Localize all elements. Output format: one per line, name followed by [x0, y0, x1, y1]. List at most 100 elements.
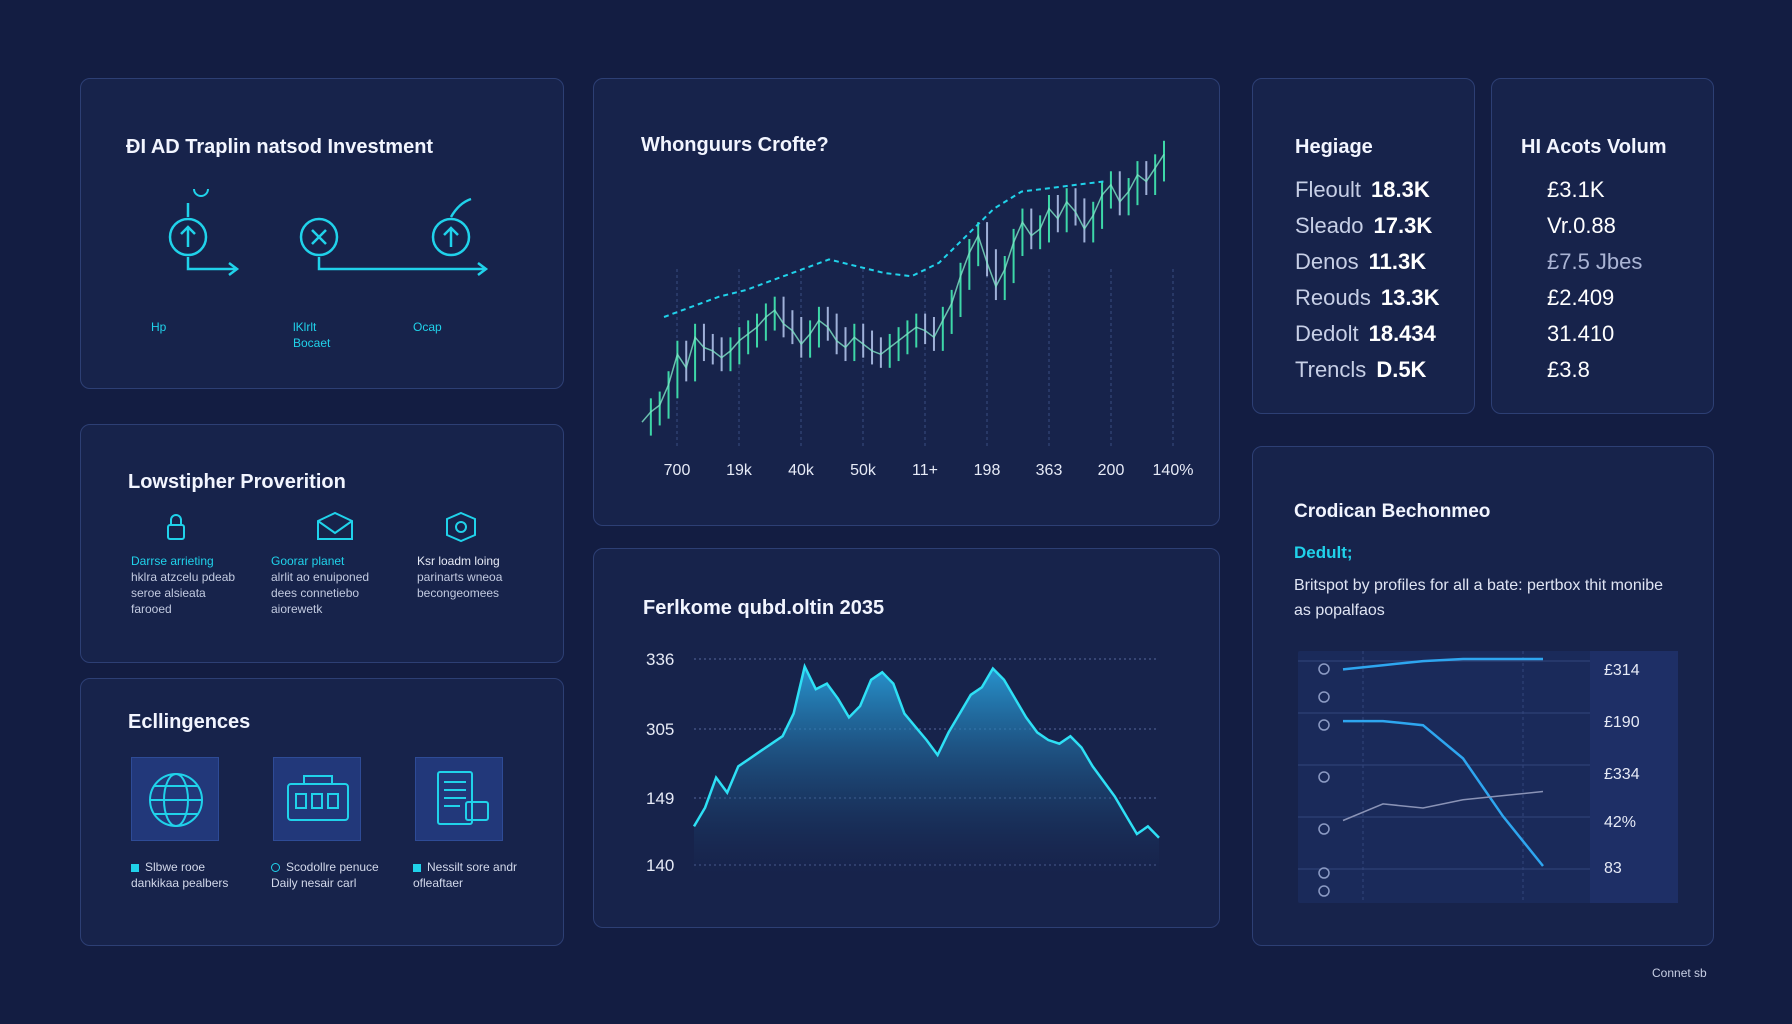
envelope-icon [317, 511, 353, 540]
x-tick-label: 140% [1153, 462, 1194, 479]
arrow-up-circle-icon[interactable] [168, 189, 240, 276]
x-tick-label: 700 [664, 462, 691, 479]
chart-background [1298, 651, 1678, 903]
bullet-icon [131, 863, 139, 872]
investment-flow [168, 189, 489, 276]
document-icon[interactable] [415, 757, 503, 841]
engineering-item-text: Scodollre penuce Daily nesair carl [271, 860, 379, 890]
engineering-panel: Ecllingences Slbwe rooe dankikaa pealber… [80, 678, 564, 946]
provision-item-title: Goorar planet [271, 554, 345, 568]
globe-icon[interactable] [131, 757, 219, 841]
trend-line [663, 180, 1105, 318]
engineering-item-text: Nessilt sore andr ofleaftaer [413, 860, 518, 890]
stat-label: Trencls [1295, 357, 1367, 382]
stat-label: Dedolt [1295, 321, 1359, 346]
area-chart-title: Ferlkome qubd.oltin 2035 [643, 597, 885, 619]
price-chart: 700 19k 40k 50k 11+ 198 363 200 140% [641, 140, 1194, 479]
series-line [1342, 790, 1544, 822]
provision-item-title: Ksr loadm loing [417, 554, 500, 568]
lock-icon [167, 514, 185, 540]
stat-value: 18.434 [1368, 321, 1436, 346]
heritage-panel: Hegiage Fleoult 18.3K Sleado 17.3K Denos 11.3… [1252, 78, 1475, 414]
volume-value: £3.8 [1547, 357, 1590, 382]
provision-title: Lowstipher Proverition [128, 471, 346, 493]
heritage-row: Sleado 17.3K [1295, 213, 1432, 239]
investment-step-label-2: lKlrlt Bocaet [293, 320, 331, 350]
y-tick-label: 42% [1604, 814, 1636, 831]
x-tick-label: 363 [1036, 462, 1063, 479]
chart-icon [1318, 663, 1330, 675]
area-chart: 336 305 149 140 [646, 650, 1160, 875]
y-tick-label: 336 [646, 650, 674, 669]
footer-label[interactable]: Connet sb [1652, 966, 1707, 980]
machine-icon[interactable] [273, 757, 361, 841]
volume-title: HI Acots Volum [1521, 136, 1667, 158]
card-icon [1318, 823, 1330, 835]
price-chart-panel: Whonguurs Crofte? 700 19k 40k 50k 11+ 198 363 2… [593, 78, 1220, 526]
volume-value: Vr.0.88 [1547, 213, 1616, 238]
y-tick-label: 305 [646, 720, 674, 739]
performance-subtitle: Dedult; [1294, 543, 1353, 562]
y-tick-label: £314 [1604, 662, 1640, 679]
stat-value: 17.3K [1373, 213, 1433, 238]
provision-item-desc: alrlit ao enuiponed dees connetiebo aior… [271, 570, 370, 616]
engineering-item-1: Slbwe rooe dankikaa pealbers [131, 859, 241, 891]
heritage-row: Trencls D.5K [1295, 357, 1426, 383]
x-tick-label: 200 [1098, 462, 1125, 479]
investment-step-label-1: Hp [151, 320, 167, 334]
bullet-icon [271, 863, 280, 873]
y-tick-label: £334 [1604, 766, 1640, 783]
stat-value: 11.3K [1368, 249, 1427, 274]
gear-icon [446, 511, 476, 543]
volume-panel: HI Acots Volum £3.1K Vr.0.88 £7.5 Jbes £2.4… [1491, 78, 1714, 414]
engineering-item-text: Slbwe rooe dankikaa pealbers [131, 860, 229, 890]
volume-value: £7.5 Jbes [1547, 249, 1643, 274]
provision-item-3: Ksr loadm loing parinarts wneoa becongeo… [417, 553, 529, 601]
stat-label: Reouds [1295, 285, 1371, 310]
engineering-item-2: Scodollre penuce Daily nesair carl [271, 859, 381, 891]
volume-value: 31.410 [1547, 321, 1615, 346]
x-tick-label: 50k [850, 462, 877, 479]
price-chart-title: Whonguurs Crofte? [641, 134, 829, 156]
globe-icon [1318, 771, 1330, 783]
stat-label: Denos [1295, 249, 1359, 274]
provision-item-title: Darrse arrieting [131, 554, 214, 568]
engineering-title: Ecllingences [128, 711, 251, 733]
x-tick-label: 198 [974, 462, 1001, 479]
upload-circle-icon[interactable] [431, 197, 472, 257]
x-tick-label: 40k [788, 462, 815, 479]
stat-value: 18.3K [1371, 177, 1430, 202]
performance-text: Britspot by profiles for all a bate: per… [1294, 577, 1664, 619]
x-tick-label: 19k [726, 462, 753, 479]
performance-title: Crodican Bechonmeo [1294, 501, 1491, 522]
circle-icon [1318, 867, 1330, 879]
provision-panel: Lowstipher Proverition Darrse arrieting … [80, 424, 564, 663]
heritage-row: Reouds 13.3K [1295, 285, 1440, 311]
stat-value: D.5K [1376, 357, 1427, 382]
triangle-icon [1318, 719, 1330, 731]
area-line [692, 662, 1160, 839]
star-icon [1318, 885, 1330, 897]
heritage-row: Denos 11.3K [1295, 249, 1426, 275]
x-circle-icon[interactable] [299, 217, 489, 276]
heritage-row: Dedolt 18.434 [1295, 321, 1436, 347]
provision-item-2: Goorar planet alrlit ao enuiponed dees c… [271, 553, 383, 617]
stat-label: Sleado [1295, 213, 1364, 238]
area-chart-panel: Ferlkome qubd.oltin 2035 336 305 149 140 [593, 548, 1220, 928]
provision-icons [167, 511, 476, 543]
stat-label: Fleoult [1295, 177, 1362, 202]
x-tick-label: 11+ [912, 462, 938, 479]
y-tick-label: 83 [1604, 860, 1622, 877]
volume-value: £3.1K [1547, 177, 1605, 202]
price-line [641, 153, 1165, 423]
provision-item-desc: hklra atzcelu pdeab seroe alsieata faroo… [131, 570, 236, 616]
area-fill [694, 666, 1159, 874]
heritage-title: Hegiage [1295, 136, 1373, 158]
provision-item-1: Darrse arrieting hklra atzcelu pdeab ser… [131, 553, 243, 617]
stat-value: 13.3K [1380, 285, 1440, 310]
investment-panel: ĐI AD Traplin natsod Investment [80, 78, 564, 389]
series-line [1343, 719, 1544, 867]
provision-item-desc: parinarts wneoa becongeomees [417, 570, 503, 600]
heritage-row: Fleoult 18.3K [1295, 177, 1430, 203]
y-tick-label: 140 [646, 856, 674, 875]
